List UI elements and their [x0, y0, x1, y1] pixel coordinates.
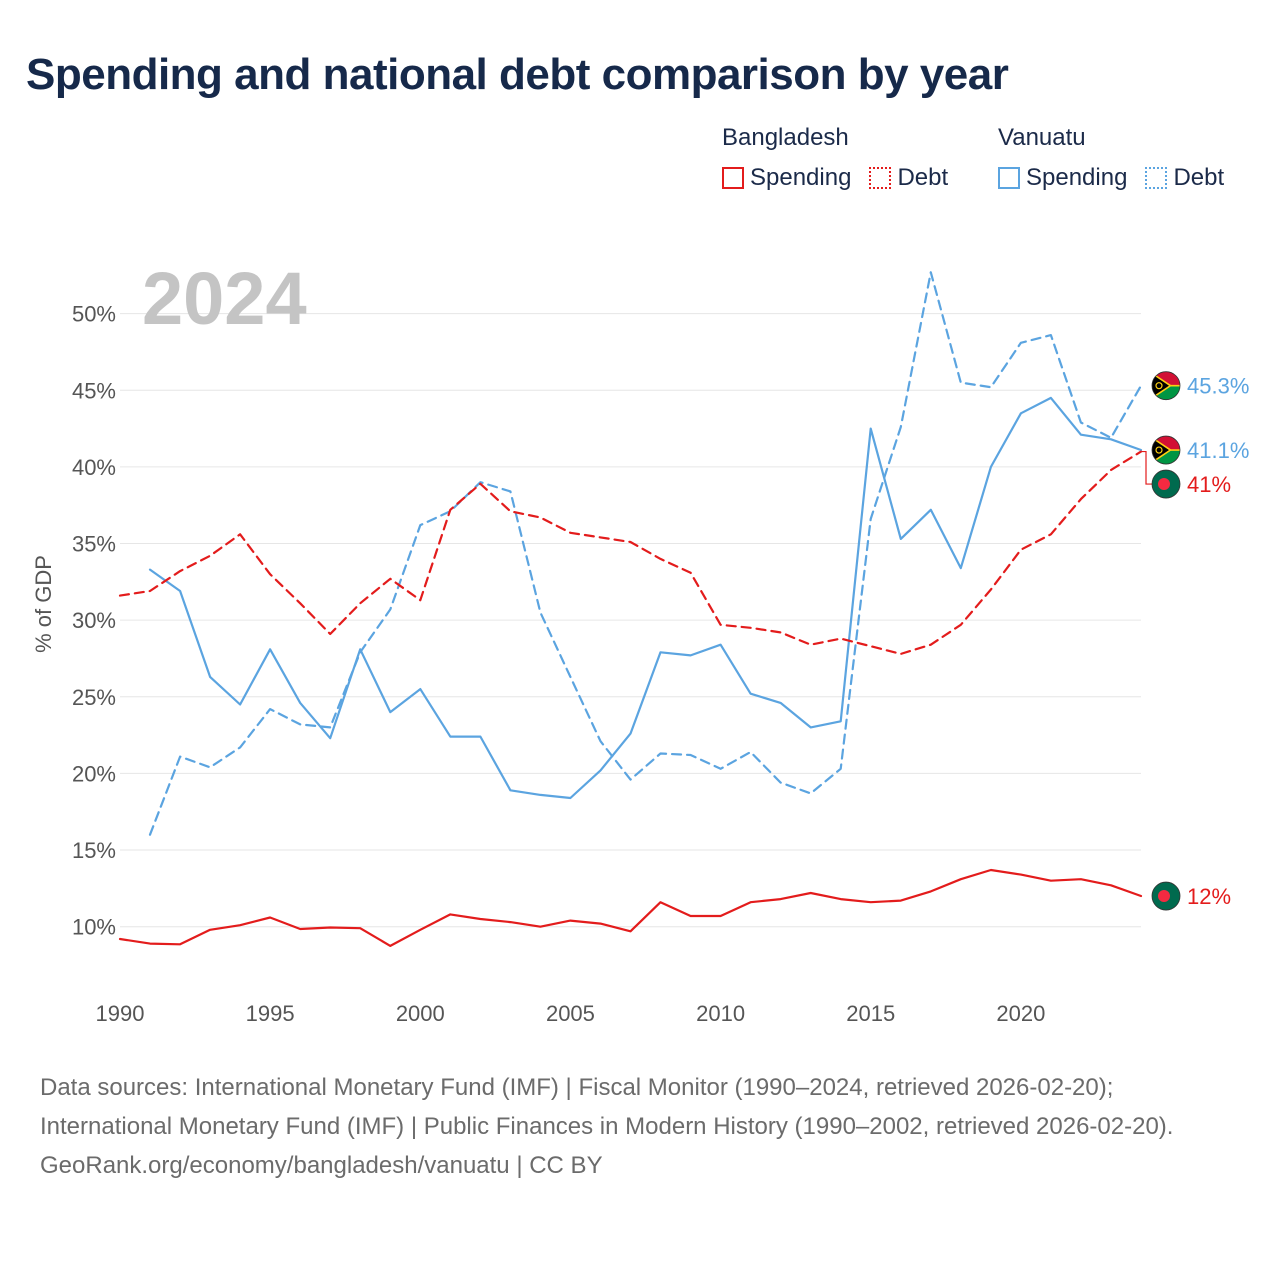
- series-line-bangladesh-spending: [118, 868, 1143, 948]
- y-tick-label: 35%: [72, 532, 116, 557]
- end-markers: 45.3% 41.1% 41% 12%: [1141, 371, 1249, 911]
- legend-swatch-vanuatu-debt: [1145, 167, 1168, 189]
- line-chart: 2024 10%15%20%25%30%35%40%45%50% 1990 199…: [31, 257, 1249, 1026]
- legend-item-vanuatu-debt: Debt: [1145, 164, 1224, 192]
- vanuatu-flag-icon: [1151, 371, 1181, 401]
- x-tick-label: 2015: [846, 1001, 895, 1026]
- end-value-label: 41%: [1187, 472, 1231, 497]
- year-watermark: 2024: [142, 257, 307, 340]
- y-tick-label: 20%: [72, 761, 116, 786]
- x-axis-ticks: 1990 1995 2000 2005 2010 2015 2020: [96, 1001, 1046, 1026]
- series-line-vanuatu-debt: [148, 271, 1143, 836]
- series-line-bangladesh-debt: [118, 450, 1143, 656]
- legend-swatch-bangladesh-debt: [869, 167, 892, 189]
- legend-swatch-bangladesh-spending: [722, 167, 744, 189]
- x-tick-label: 1995: [246, 1001, 295, 1026]
- y-tick-label: 30%: [72, 608, 116, 633]
- bangladesh-flag-icon: [1151, 881, 1181, 911]
- legend-item-vanuatu-spending: Spending: [998, 164, 1127, 192]
- x-tick-label: 2005: [546, 1001, 595, 1026]
- end-value-label: 12%: [1187, 884, 1231, 909]
- x-tick-label: 2000: [396, 1001, 445, 1026]
- end-value-label: 41.1%: [1187, 438, 1249, 463]
- footer-sources: Data sources: International Monetary Fun…: [40, 1074, 1174, 1140]
- x-tick-label: 2020: [996, 1001, 1045, 1026]
- footer: Data sources: International Monetary Fun…: [40, 1068, 1240, 1185]
- legend-country-bangladesh: Bangladesh: [722, 124, 849, 151]
- legend-swatch-vanuatu-spending: [998, 167, 1020, 189]
- y-tick-label: 10%: [72, 915, 116, 940]
- legend-bangladesh: Bangladesh Spending Debt: [722, 124, 948, 192]
- y-tick-label: 25%: [72, 685, 116, 710]
- gridlines: [120, 313, 1141, 928]
- chart-title: Spending and national debt comparison by…: [26, 50, 1009, 99]
- y-axis-ticks: 10% 15% 20% 25% 30% 35% 40% 45% 50%: [72, 302, 116, 940]
- y-tick-label: 40%: [72, 455, 116, 480]
- footer-credit: GeoRank.org/economy/bangladesh/vanuatu |…: [40, 1152, 603, 1179]
- vanuatu-flag-icon: [1151, 435, 1181, 465]
- y-tick-label: 15%: [72, 838, 116, 863]
- end-value-label: 45.3%: [1187, 374, 1249, 399]
- x-tick-label: 1990: [96, 1001, 145, 1026]
- bangladesh-flag-icon: [1151, 469, 1181, 499]
- y-tick-label: 45%: [72, 378, 116, 403]
- legend-item-bangladesh-spending: Spending: [722, 164, 851, 192]
- series-line-vanuatu-spending: [148, 396, 1143, 800]
- y-axis-label: % of GDP: [31, 555, 56, 653]
- x-tick-label: 2010: [696, 1001, 745, 1026]
- legend-vanuatu: Vanuatu Spending Debt: [998, 124, 1224, 192]
- end-marker-connector: [1141, 450, 1152, 485]
- legend-item-bangladesh-debt: Debt: [869, 164, 948, 192]
- y-tick-label: 50%: [72, 302, 116, 327]
- series-lines: [118, 271, 1143, 948]
- legend-country-vanuatu: Vanuatu: [998, 124, 1086, 151]
